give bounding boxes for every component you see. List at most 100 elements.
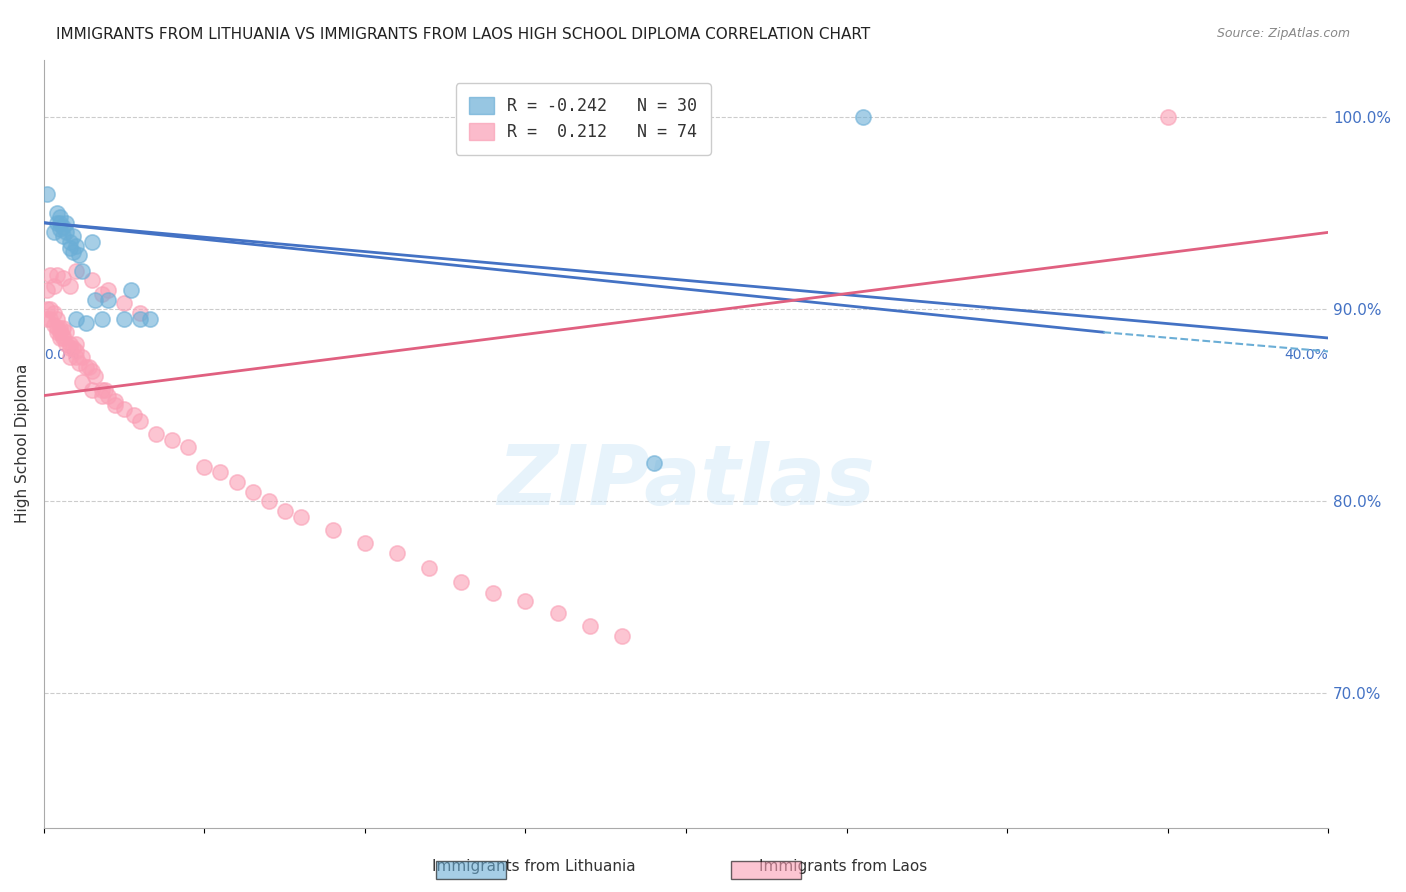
Point [112, 402, 135, 417]
Point [65, 264, 87, 278]
Point [55, 325, 77, 339]
Point [122, 408, 145, 422]
Point [90, 286, 112, 301]
Point [103, 398, 125, 412]
Point [112, 311, 135, 326]
Point [52, 271, 75, 285]
Point [75, 316, 97, 330]
Point [129, 311, 152, 326]
Point [242, 484, 264, 499]
Point [90, 383, 112, 397]
Point [273, 504, 295, 518]
Point [75, 359, 97, 374]
Point [55, 216, 77, 230]
Point [578, 619, 600, 633]
Point [49, 221, 72, 235]
Point [162, 433, 184, 447]
Point [1156, 110, 1178, 124]
Point [354, 536, 377, 550]
Point [58, 341, 80, 355]
Point [42, 306, 65, 320]
Point [67, 356, 90, 370]
Point [90, 388, 112, 402]
Point [45, 206, 67, 220]
Point [62, 229, 84, 244]
Point [52, 219, 75, 234]
Point [58, 350, 80, 364]
Point [35, 186, 58, 201]
Text: 40.0%: 40.0% [1285, 348, 1329, 361]
Point [482, 586, 505, 600]
Point [193, 459, 215, 474]
Point [94, 383, 117, 397]
Point [145, 427, 167, 442]
Point [65, 336, 87, 351]
Point [58, 241, 80, 255]
Point [55, 226, 77, 240]
Point [45, 216, 67, 230]
Text: IMMIGRANTS FROM LITHUANIA VS IMMIGRANTS FROM LAOS HIGH SCHOOL DIPLOMA CORRELATIO: IMMIGRANTS FROM LITHUANIA VS IMMIGRANTS … [56, 27, 870, 42]
Text: 0.0%: 0.0% [44, 348, 79, 361]
Point [72, 350, 94, 364]
Point [55, 336, 77, 351]
Point [42, 226, 65, 240]
Point [385, 546, 408, 560]
Point [65, 344, 87, 359]
Y-axis label: High School Diploma: High School Diploma [15, 364, 30, 524]
Text: Source: ZipAtlas.com: Source: ZipAtlas.com [1216, 27, 1350, 40]
Point [225, 475, 247, 489]
Point [129, 306, 152, 320]
Point [58, 279, 80, 293]
Point [112, 296, 135, 310]
Point [72, 375, 94, 389]
Point [139, 311, 162, 326]
Point [84, 369, 107, 384]
Point [65, 239, 87, 253]
Point [450, 574, 472, 589]
Point [35, 283, 58, 297]
Point [62, 341, 84, 355]
Point [49, 321, 72, 335]
Point [177, 441, 200, 455]
Point [49, 210, 72, 224]
Point [80, 383, 103, 397]
Point [97, 283, 120, 297]
Point [49, 325, 72, 339]
Point [58, 336, 80, 351]
Point [45, 311, 67, 326]
Point [58, 235, 80, 249]
Point [49, 216, 72, 230]
Point [257, 494, 280, 508]
Legend: R = -0.242   N = 30, R =  0.212   N = 74: R = -0.242 N = 30, R = 0.212 N = 74 [456, 83, 711, 154]
Point [39, 302, 62, 317]
Point [39, 311, 62, 326]
Text: ZIPatlas: ZIPatlas [498, 442, 875, 523]
Point [45, 268, 67, 282]
Point [129, 413, 152, 427]
Point [52, 331, 75, 345]
Point [62, 244, 84, 259]
Point [290, 509, 312, 524]
Point [322, 523, 344, 537]
Point [45, 321, 67, 335]
Point [45, 325, 67, 339]
Point [610, 629, 633, 643]
Point [77, 359, 100, 374]
Point [80, 273, 103, 287]
Point [515, 594, 537, 608]
Point [643, 456, 665, 470]
Point [65, 350, 87, 364]
Point [97, 293, 120, 307]
Point [90, 311, 112, 326]
Point [52, 229, 75, 244]
Point [80, 235, 103, 249]
Point [65, 311, 87, 326]
Point [84, 293, 107, 307]
Point [80, 363, 103, 377]
Point [52, 321, 75, 335]
Point [42, 318, 65, 332]
Text: Immigrants from Lithuania: Immigrants from Lithuania [433, 859, 636, 874]
Point [52, 329, 75, 343]
Point [97, 388, 120, 402]
Point [35, 302, 58, 317]
